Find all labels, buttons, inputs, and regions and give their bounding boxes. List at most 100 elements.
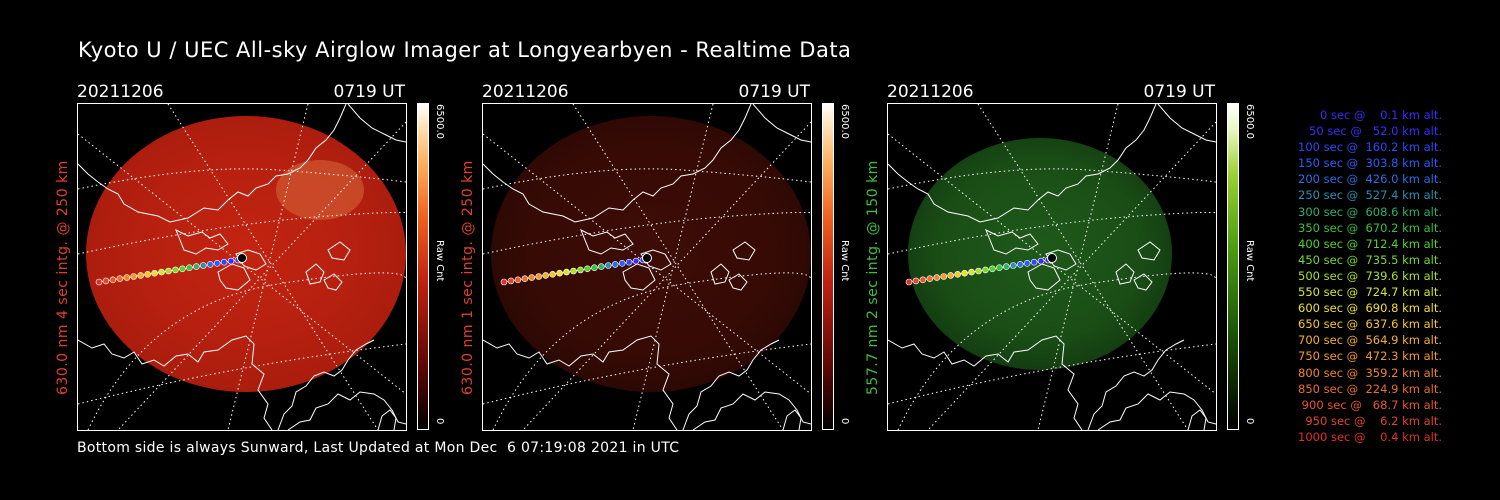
legend-entry: 100 sec @ 160.2 km alt. [1294, 140, 1442, 155]
coastline [1137, 241, 1161, 261]
trajectory-point [954, 271, 961, 278]
trajectory-point [919, 276, 927, 284]
legend-entry: 750 sec @ 472.3 km alt. [1294, 349, 1442, 364]
trajectory-point [165, 267, 172, 275]
coastline [692, 391, 811, 430]
legend-entry: 950 sec @ 6.2 km alt. [1301, 413, 1442, 428]
coastline [483, 104, 752, 223]
colorbar [822, 103, 834, 430]
colorbar-max-label: 6500.0 [1244, 104, 1255, 139]
trajectory-point [975, 267, 982, 275]
coastline [1115, 263, 1135, 285]
trajectory-point [982, 266, 989, 274]
allsky-map [483, 104, 811, 430]
coastline [327, 241, 351, 261]
panel-wavelength-label: 630.0 nm 4 sec intg. @ 250 km [55, 160, 71, 395]
allsky-map [78, 104, 406, 430]
panel-630nm-4sec: 20211206 0719 UT 630.0 nm 4 sec intg. @ … [55, 80, 487, 431]
trajectory-point [549, 271, 556, 278]
trajectory-point [584, 265, 591, 273]
legend-entry: 450 sec @ 735.5 km alt. [1294, 252, 1442, 267]
trajectory-point [144, 271, 151, 278]
coastline [985, 228, 1039, 255]
colorbar-unit-label: Raw Cnt [1244, 240, 1255, 282]
trajectory-legend: 0 sec @ 0.1 km alt. 50 sec @ 52.0 km alt… [1262, 108, 1442, 446]
trajectory-point [137, 272, 145, 279]
lat-lon-gridline [1037, 104, 1119, 430]
panel-date: 20211206 [77, 82, 164, 102]
lat-lon-gridline [483, 343, 811, 405]
trajectory-point [556, 269, 563, 277]
trajectory-point [158, 268, 165, 276]
coastline [752, 104, 811, 143]
colorbar-min-label: 0 [1244, 418, 1255, 425]
colorbar-min-label: 0 [434, 418, 445, 425]
trajectory-point [193, 263, 200, 270]
trajectory-point [123, 274, 131, 281]
trajectory-point [591, 264, 598, 271]
trajectory-point [507, 277, 515, 285]
station-marker [642, 253, 652, 263]
trajectory-point [1009, 262, 1017, 269]
trajectory-point [933, 274, 941, 281]
panel-wavelength-label: 630.0 nm 1 sec intg. @ 250 km [460, 160, 476, 395]
trajectory-point [961, 269, 968, 277]
trajectory-point [940, 273, 948, 280]
legend-entry: 800 sec @ 359.2 km alt. [1294, 365, 1442, 380]
lat-lon-gridline [572, 104, 784, 430]
lat-lon-gridline [78, 211, 406, 255]
coastline [682, 339, 780, 430]
lat-lon-gridline [522, 121, 811, 430]
coastline [175, 228, 229, 255]
trajectory-point [1037, 257, 1045, 265]
legend-entry: 500 sec @ 739.6 km alt. [1294, 268, 1442, 283]
legend-entry: 350 sec @ 670.2 km alt. [1294, 220, 1442, 235]
allsky-map [888, 104, 1216, 430]
coastline [347, 104, 406, 143]
legend-entry: 550 sec @ 724.7 km alt. [1294, 285, 1442, 300]
trajectory-point [130, 273, 138, 280]
coastline [710, 263, 730, 285]
trajectory-point [186, 264, 193, 271]
coastline [1187, 409, 1207, 430]
legend-entry: 400 sec @ 712.4 km alt. [1294, 236, 1442, 251]
trajectory-point [172, 266, 179, 274]
trajectory-point [213, 260, 221, 267]
coastline [1133, 273, 1153, 291]
coastline [78, 104, 347, 223]
trajectory-point [95, 278, 103, 286]
legend-entry: 1000 sec @ 0.4 km alt. [1298, 429, 1442, 444]
legend-entry: 650 sec @ 637.6 km alt. [1294, 317, 1442, 332]
colorbar [1227, 103, 1239, 430]
lat-lon-gridline [227, 104, 309, 430]
station-marker [237, 253, 247, 263]
trajectory-point [199, 262, 207, 269]
trajectory-point [604, 262, 612, 269]
legend-entry: 200 sec @ 426.0 km alt. [1294, 172, 1442, 187]
trajectory-point [542, 272, 550, 279]
trajectory-point [912, 277, 920, 285]
coastline [235, 249, 267, 271]
trajectory-point [598, 263, 605, 270]
colorbar-max-label: 6500.0 [434, 104, 445, 139]
panel-time: 0719 UT [333, 82, 406, 102]
trajectory-point [521, 275, 529, 282]
coastline [287, 391, 406, 430]
trajectory-point [206, 261, 214, 268]
trajectory-point [227, 257, 235, 265]
coastline [217, 263, 251, 291]
lat-lon-gridline [632, 104, 714, 430]
trajectory-point [563, 268, 570, 276]
trajectory-point [535, 273, 543, 280]
allsky-image [77, 103, 407, 431]
legend-entry: 850 sec @ 224.9 km alt. [1294, 381, 1442, 396]
panel-date: 20211206 [887, 82, 974, 102]
lat-lon-gridline [888, 343, 1216, 405]
airglow-disk [491, 116, 811, 392]
coastline [78, 335, 273, 430]
aurora-highlight [276, 160, 364, 220]
panel-date: 20211206 [482, 82, 569, 102]
footer-note: Bottom side is always Sunward, Last Upda… [77, 440, 680, 456]
coastline [377, 409, 397, 430]
coastline [277, 339, 375, 430]
